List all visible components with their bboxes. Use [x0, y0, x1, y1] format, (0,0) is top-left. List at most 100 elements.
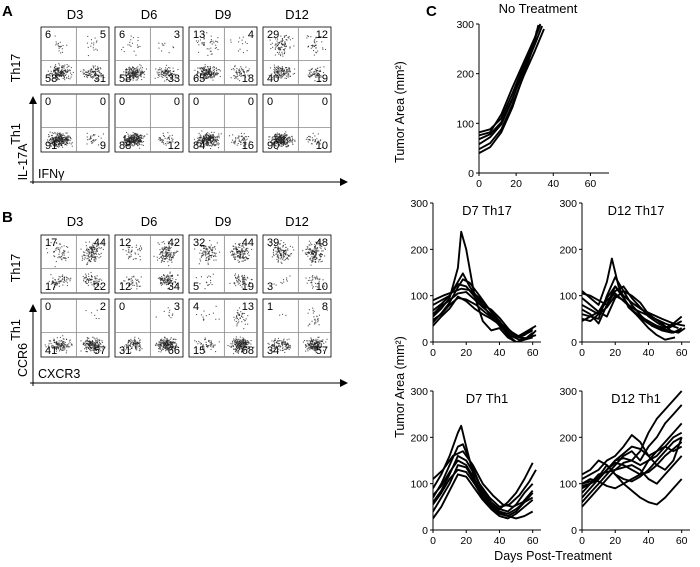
q-upper-right-percent: 44 [94, 237, 106, 249]
y-tick-label: 200 [456, 69, 474, 81]
chart-title: D12 Th1 [611, 391, 661, 406]
q-upper-left-percent: 1 [267, 301, 273, 313]
x-tick-label: 60 [585, 178, 597, 190]
q-upper-right-percent: 3 [174, 301, 180, 313]
plot-frame [188, 26, 258, 86]
flow-plot-a-th17-d9: 13 4 65 18 [188, 26, 258, 86]
q-lower-right-percent: 33 [168, 73, 180, 85]
x-tick-label: 60 [676, 535, 688, 547]
plot-frame [262, 234, 332, 294]
b-row-th17: Th17 [9, 254, 23, 283]
b-col-d3: D3 [67, 214, 84, 229]
x-tick-label: 40 [643, 535, 655, 547]
event-dots [120, 241, 179, 290]
flow-plot-b-th17-d9: 32 44 5 19 [188, 234, 258, 294]
panel-label-c: C [426, 3, 437, 20]
event-dots [121, 131, 174, 149]
series-line-8 [582, 478, 683, 506]
q-lower-left-percent: 84 [193, 140, 205, 152]
flow-plot-b-th1-d12: 1 8 34 57 [262, 298, 332, 358]
flow-plot-a-th1-d12: 0 0 90 10 [262, 93, 332, 153]
q-lower-left-percent: 65 [193, 73, 205, 85]
q-lower-left-percent: 58 [45, 73, 57, 85]
flow-plot-b-th1-d3: 0 2 41 57 [40, 298, 110, 358]
x-tick-label: 20 [510, 178, 522, 190]
series-line-5 [433, 295, 517, 342]
x-tick-label: 60 [527, 347, 539, 359]
q-upper-left-percent: 0 [267, 96, 273, 108]
q-lower-right-percent: 34 [168, 281, 180, 293]
x-tick-label: 40 [547, 178, 559, 190]
event-dots [267, 307, 328, 353]
event-dots [46, 131, 104, 149]
a-x-axis-arrow [30, 178, 348, 186]
x-tick-label: 20 [609, 347, 621, 359]
x-tick-label: 40 [494, 535, 506, 547]
event-dots [193, 130, 251, 150]
q-upper-left-percent: 13 [193, 29, 205, 41]
a-row-th17: Th17 [9, 54, 23, 83]
event-dots [194, 32, 253, 82]
x-tick-label: 20 [609, 535, 621, 547]
chart-d12-th1: 0 100 200 300 0 20 40 60 D12 Th1 [559, 386, 690, 547]
event-dots [47, 35, 105, 82]
series-line-6 [582, 434, 683, 480]
x-tick-label: 20 [460, 347, 472, 359]
q-lower-right-percent: 68 [242, 345, 254, 357]
q-lower-right-percent: 57 [94, 345, 106, 357]
y-tick-label: 300 [559, 198, 577, 210]
c-y-axis-label: Tumor Area (mm²) [393, 336, 407, 438]
a-col-d6: D6 [141, 7, 158, 22]
event-dots [268, 131, 323, 150]
b-x-axis-label: CXCR3 [38, 367, 80, 381]
series-line-7 [582, 455, 683, 494]
q-upper-left-percent: 0 [45, 301, 51, 313]
q-lower-left-percent: 90 [267, 140, 279, 152]
b-y-axis-label: CCR6 [16, 343, 30, 377]
chart-title: No Treatment [499, 1, 578, 16]
y-tick-label: 200 [410, 432, 428, 444]
flow-plot-a-th1-d9: 0 0 84 16 [188, 93, 258, 153]
chart-d12-th17: 0 100 200 300 0 20 40 60 D12 Th17 [559, 198, 690, 359]
b-row-th1: Th1 [9, 319, 23, 341]
event-dots [122, 307, 178, 353]
series-line-8 [582, 290, 683, 334]
q-lower-right-percent: 66 [168, 345, 180, 357]
y-tick-label: 200 [559, 432, 577, 444]
chart-title: D7 Th1 [466, 391, 508, 406]
y-tick-label: 100 [410, 291, 428, 303]
q-lower-left-percent: 58 [119, 73, 131, 85]
q-upper-right-percent: 4 [248, 29, 254, 41]
q-upper-left-percent: 6 [45, 29, 51, 41]
series-line-8 [433, 297, 537, 340]
q-lower-right-percent: 16 [242, 140, 254, 152]
flow-plot-b-th1-d9: 4 13 15 68 [188, 298, 258, 358]
y-tick-label: 100 [559, 479, 577, 491]
a-y-axis-arrow [29, 96, 37, 184]
y-tick-label: 0 [571, 525, 577, 537]
c-top-y-axis-label: Tumor Area (mm²) [393, 61, 407, 163]
series-line-5 [582, 445, 683, 490]
q-upper-left-percent: 0 [193, 96, 199, 108]
a-col-d12: D12 [285, 7, 309, 22]
event-dots [46, 241, 104, 289]
panel-label-b: B [2, 209, 13, 226]
q-upper-right-percent: 0 [248, 96, 254, 108]
series-line-10 [582, 436, 683, 483]
q-lower-left-percent: 40 [267, 73, 279, 85]
q-lower-right-percent: 18 [242, 73, 254, 85]
flow-plot-a-th17-d12: 29 12 40 19 [262, 26, 332, 86]
q-upper-left-percent: 4 [193, 301, 199, 313]
event-dots [194, 240, 253, 290]
q-upper-left-percent: 6 [119, 29, 125, 41]
y-tick-label: 100 [456, 118, 474, 130]
plot-frame [114, 234, 184, 294]
b-col-d9: D9 [215, 214, 232, 229]
q-upper-left-percent: 0 [45, 96, 51, 108]
series-line-3 [479, 24, 540, 146]
series-line-1 [479, 24, 542, 134]
q-lower-right-percent: 19 [316, 73, 328, 85]
q-lower-right-percent: 9 [100, 140, 106, 152]
